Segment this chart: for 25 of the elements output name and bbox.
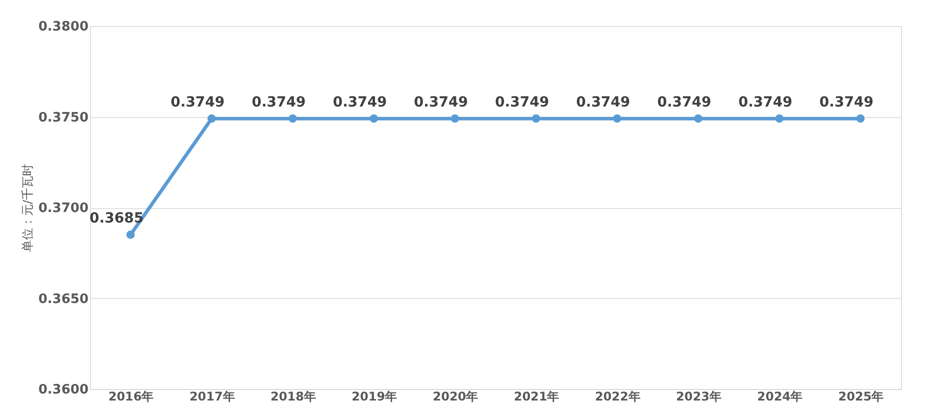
data-label: 0.3749 — [495, 94, 550, 111]
data-label: 0.3749 — [576, 94, 630, 111]
x-tick-label: 2025年 — [838, 390, 884, 404]
x-tick-label: 2021年 — [514, 390, 560, 404]
y-tick-label: 0.3800 — [38, 20, 88, 34]
y-tick-label: 0.3700 — [38, 201, 88, 216]
x-tick-label: 2023年 — [676, 390, 722, 404]
data-label: 0.3749 — [252, 94, 306, 111]
x-tick-label: 2018年 — [270, 390, 316, 404]
data-label: 0.3749 — [657, 94, 712, 111]
data-label: 0.3749 — [819, 94, 874, 111]
data-label: 0.3749 — [332, 94, 387, 111]
x-tick-label: 2016年 — [108, 390, 154, 404]
y-tick-label: 0.3650 — [38, 292, 88, 307]
data-label: 0.3749 — [170, 94, 225, 111]
x-tick-label: 2024年 — [757, 390, 803, 404]
x-tick-label: 2019年 — [352, 390, 398, 404]
data-label: 0.3749 — [414, 94, 468, 111]
x-tick-label: 2017年 — [189, 390, 235, 404]
y-tick-label: 0.3750 — [38, 110, 88, 126]
x-tick-label: 2022年 — [594, 390, 640, 404]
y-axis-title: 单位：元/千瓦时 — [20, 164, 34, 252]
x-tick-label: 2020年 — [432, 390, 478, 404]
data-label: 0.3749 — [738, 94, 792, 111]
y-tick-label: 0.3600 — [38, 382, 88, 398]
